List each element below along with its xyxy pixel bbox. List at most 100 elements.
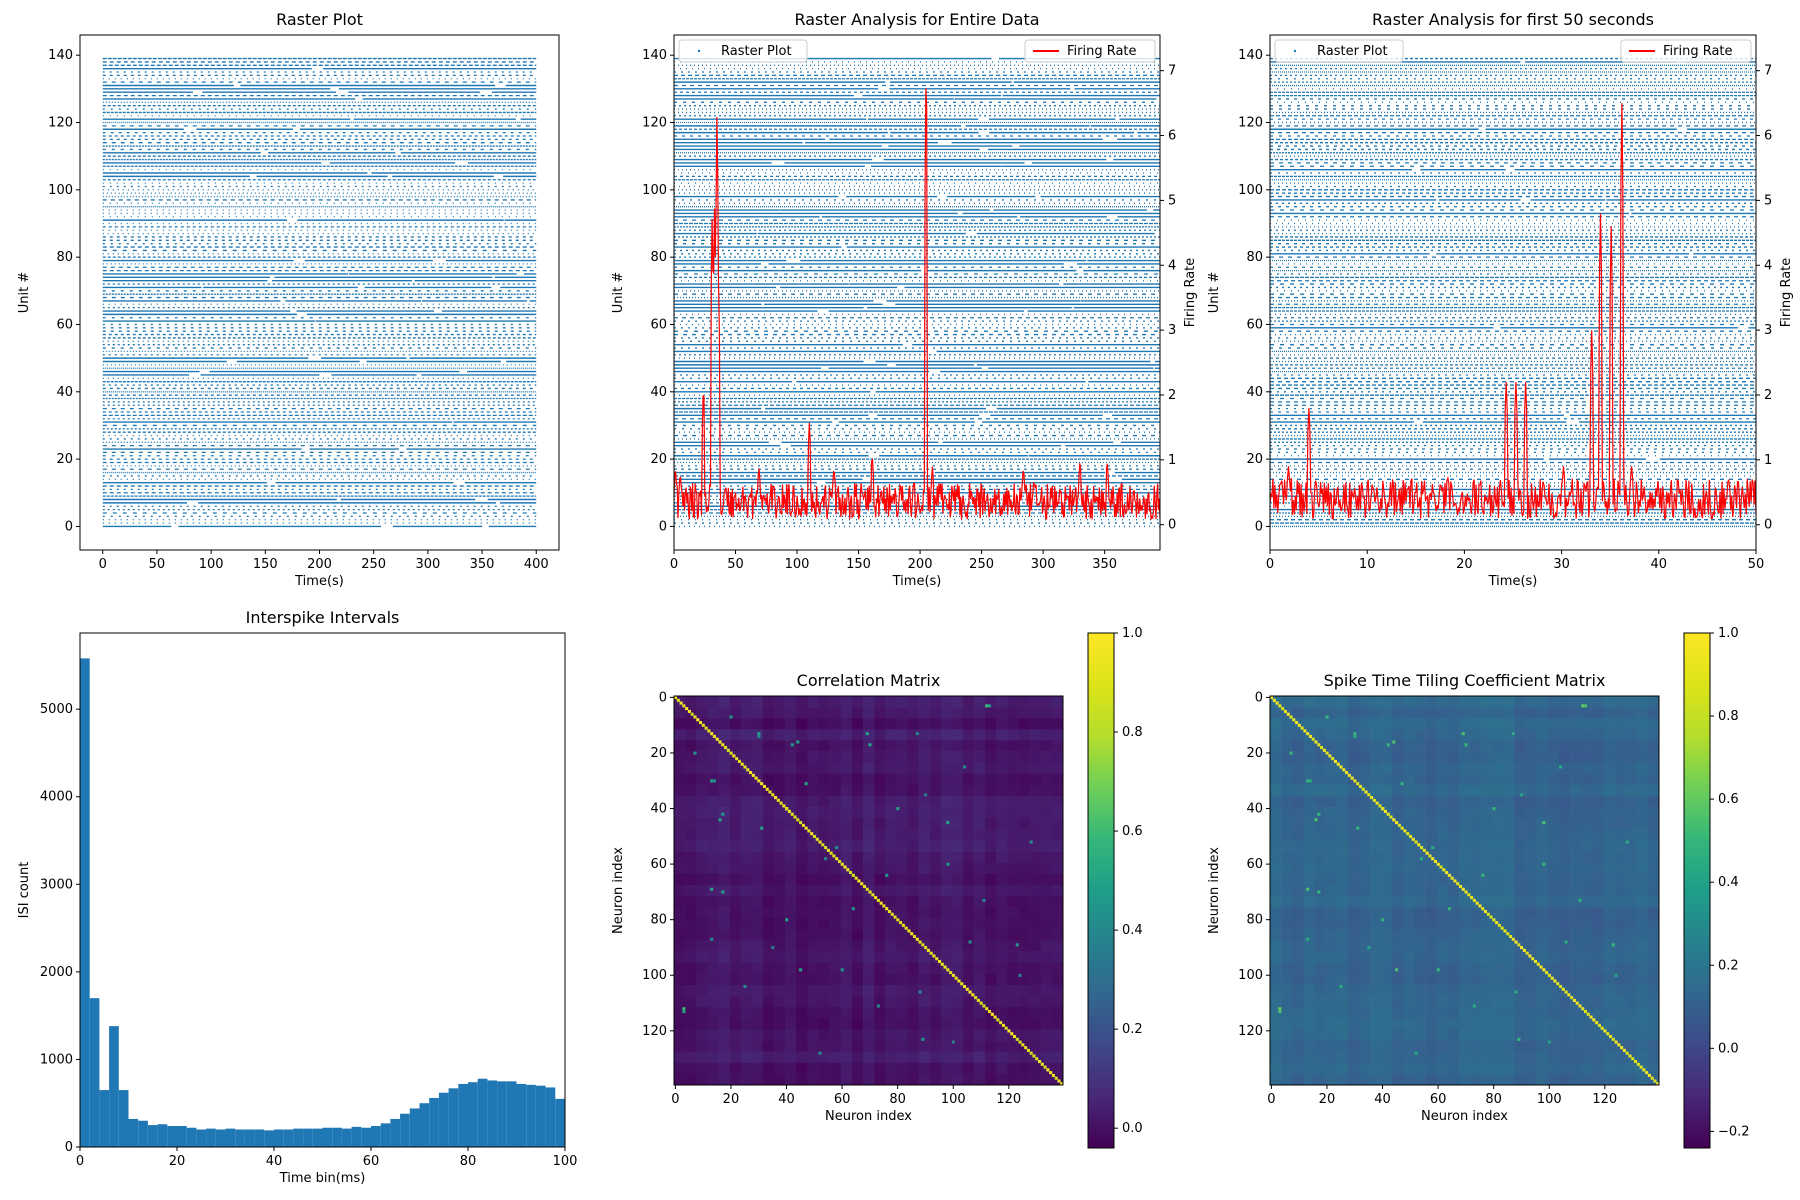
heatmap-diagonal-cell: [882, 904, 886, 908]
heatmap-cell: [1603, 707, 1615, 719]
heatmap-cell: [1647, 1018, 1660, 1030]
heatmap-cell: [1614, 1073, 1626, 1086]
x-tick-label: 0: [671, 1092, 679, 1107]
heatmap-diagonal-cell: [687, 709, 691, 713]
heatmap-cell: [874, 1062, 886, 1075]
heatmap-diagonal-cell: [1461, 887, 1465, 891]
heatmap-cell: [829, 918, 842, 930]
heatmap-cell: [1029, 896, 1042, 908]
heatmap-cell: [840, 840, 853, 852]
isi-bar: [351, 1126, 362, 1147]
heatmap-cell: [1425, 907, 1438, 919]
heatmap-diagonal-cell: [1422, 848, 1426, 852]
heatmap-cell: [1536, 896, 1549, 908]
heatmap-cell: [940, 1007, 953, 1019]
heatmap-cell: [818, 1073, 830, 1086]
heatmap-cell: [896, 862, 908, 875]
heatmap-cell: [1536, 984, 1549, 997]
heatmap-cell: [774, 696, 786, 708]
heatmap-cell: [1270, 907, 1282, 919]
heatmap-cell: [1592, 707, 1604, 719]
heatmap-hot-cell: [1542, 821, 1546, 825]
heatmap-cell: [1029, 1018, 1042, 1030]
heatmap-cell: [1270, 729, 1282, 741]
heatmap-cell: [1536, 929, 1549, 941]
heatmap-cell: [1570, 773, 1582, 786]
heatmap-cell: [1270, 762, 1282, 775]
heatmap-diagonal-cell: [1295, 721, 1299, 725]
heatmap-cell: [1281, 807, 1293, 819]
heatmap-cell: [785, 729, 797, 741]
heatmap-cell: [1547, 840, 1560, 852]
heatmap-cell: [951, 1007, 964, 1019]
heatmap-cell: [1392, 773, 1404, 786]
heatmap-cell: [1514, 1062, 1526, 1075]
colorbar-tick-label: −0.2: [1718, 1124, 1750, 1139]
heatmap-cell: [1281, 996, 1293, 1008]
heatmap-cell: [1051, 873, 1064, 886]
heatmap-cell: [1647, 751, 1660, 763]
heatmap-cell: [1007, 840, 1019, 852]
heatmap-cell: [1570, 784, 1582, 797]
heatmap-diagonal-cell: [771, 793, 775, 797]
heatmap-cell: [1625, 862, 1638, 875]
heatmap-cell: [1514, 973, 1526, 986]
heatmap-cell: [1425, 1073, 1438, 1086]
heatmap-cell: [896, 818, 908, 830]
heatmap-cell: [1403, 740, 1415, 752]
heatmap-cell: [785, 851, 797, 864]
heatmap-cell: [1314, 896, 1326, 908]
heatmap-cell: [1570, 807, 1582, 819]
heatmap-cell: [1358, 762, 1371, 775]
heatmap-cell: [1425, 962, 1438, 975]
heatmap-cell: [1381, 873, 1393, 886]
heatmap-cell: [1614, 851, 1626, 864]
heatmap-cell: [1514, 1040, 1526, 1052]
heatmap-cell: [1481, 1018, 1493, 1030]
heatmap-cell: [851, 1051, 864, 1064]
heatmap-cell: [1018, 929, 1030, 941]
heatmap-cell: [851, 918, 864, 930]
heatmap-cell: [1292, 907, 1304, 919]
heatmap-cell: [707, 1073, 719, 1086]
heatmap-cell: [985, 996, 997, 1008]
heatmap-cell: [707, 840, 719, 852]
heatmap-cell: [885, 996, 897, 1008]
heatmap-cell: [785, 1007, 797, 1019]
heatmap-cell: [951, 1073, 964, 1086]
heatmap-cell: [707, 784, 719, 797]
heatmap-cell: [1614, 907, 1626, 919]
heatmap-cell: [785, 1051, 797, 1064]
heatmap-cell: [929, 918, 942, 930]
heatmap-cell: [1414, 1007, 1426, 1019]
heatmap-cell: [1325, 1040, 1337, 1052]
heatmap-cell: [1040, 973, 1053, 986]
heatmap-cell: [718, 951, 730, 964]
heatmap-cell: [885, 1062, 897, 1075]
heatmap-cell: [918, 707, 930, 719]
heatmap-cell: [962, 773, 975, 786]
heatmap-cell: [985, 762, 997, 775]
heatmap-cell: [1007, 707, 1019, 719]
heatmap-cell: [1603, 796, 1615, 808]
heatmap-cell: [1470, 973, 1482, 986]
heatmap-cell: [1558, 762, 1571, 775]
heatmap-cell: [940, 740, 953, 752]
heatmap-diagonal-cell: [1397, 823, 1401, 827]
heatmap-cell: [1536, 951, 1549, 964]
heatmap-cell: [1603, 751, 1615, 763]
heatmap-diagonal-cell: [1458, 884, 1463, 889]
heatmap-cell: [840, 751, 853, 763]
heatmap-cell: [674, 896, 686, 908]
heatmap-cell: [1314, 784, 1326, 797]
heatmap-cell: [1325, 773, 1337, 786]
heatmap-cell: [1040, 907, 1053, 919]
heatmap-cell: [1381, 984, 1393, 997]
heatmap-cell: [940, 951, 953, 964]
heatmap-cell: [1270, 940, 1282, 952]
heatmap-cell: [1503, 1007, 1515, 1019]
heatmap-cell: [1458, 929, 1471, 941]
heatmap-cell: [1314, 796, 1326, 808]
heatmap-cell: [1481, 762, 1493, 775]
heatmap-cell: [674, 751, 686, 763]
